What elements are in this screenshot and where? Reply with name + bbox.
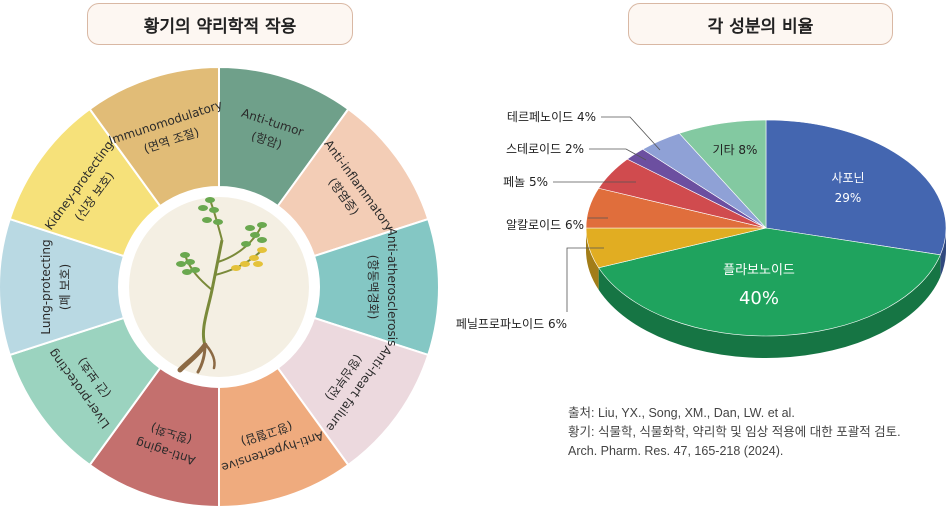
pie-callout-label: 스테로이드 2%: [506, 142, 584, 156]
astragalus-plant-icon: [176, 197, 267, 374]
pie-value-flavonoid: 40%: [739, 288, 779, 309]
pie-callout-label: 알칼로이드 6%: [506, 218, 584, 232]
pie-callout-label: 페놀 5%: [503, 175, 548, 189]
pie-label-flavonoid: 플라보노이드: [723, 263, 795, 278]
source-citation: 출처: Liu, YX., Song, XM., Dan, LW. et al.…: [568, 404, 901, 461]
pie-chart-title: 각 성분의 비율: [628, 3, 893, 45]
wheel-segment-label: Lung-protecting (폐 보호): [39, 239, 72, 334]
pie-leader-line: [589, 148, 647, 161]
pie-callout-label: 페닐프로파노이드 6%: [456, 317, 567, 331]
source-line-2: 황기: 식물학, 식물화학, 약리학 및 임상 적용에 대한 포괄적 검토.: [568, 425, 901, 439]
source-line-1: 출처: Liu, YX., Song, XM., Dan, LW. et al.: [568, 406, 795, 420]
pie-slice: [678, 119, 767, 229]
pie-slice-side: [940, 228, 946, 277]
pie-leader-line: [601, 116, 661, 151]
pie-slice: [598, 227, 941, 337]
pie-label-other: 기타 8%: [713, 143, 758, 157]
wheel-label-ko: (폐 보호): [58, 264, 72, 310]
pie-callout-label: 테르페노이드 4%: [507, 110, 596, 124]
wheel-segment-label: Anti-atherosclerosis (항동맥경화): [366, 228, 399, 347]
source-line-3: Arch. Pharm. Res. 47, 165-218 (2024).: [568, 444, 784, 458]
wheel-label-en: Anti-atherosclerosis: [385, 228, 399, 347]
pie-slice: [765, 119, 947, 256]
pie-slice-side: [586, 228, 599, 290]
wheel-label-ko: (항동맥경화): [366, 255, 380, 320]
pie-leader-line: [566, 247, 604, 312]
pie-value-saponin: 29%: [835, 191, 862, 205]
pie-label-saponin: 사포닌: [831, 171, 864, 185]
wheel-label-en: Lung-protecting: [39, 239, 53, 334]
pie-slice-side: [598, 254, 941, 358]
left-panel-title: 황기의 약리학적 작용: [87, 3, 353, 45]
